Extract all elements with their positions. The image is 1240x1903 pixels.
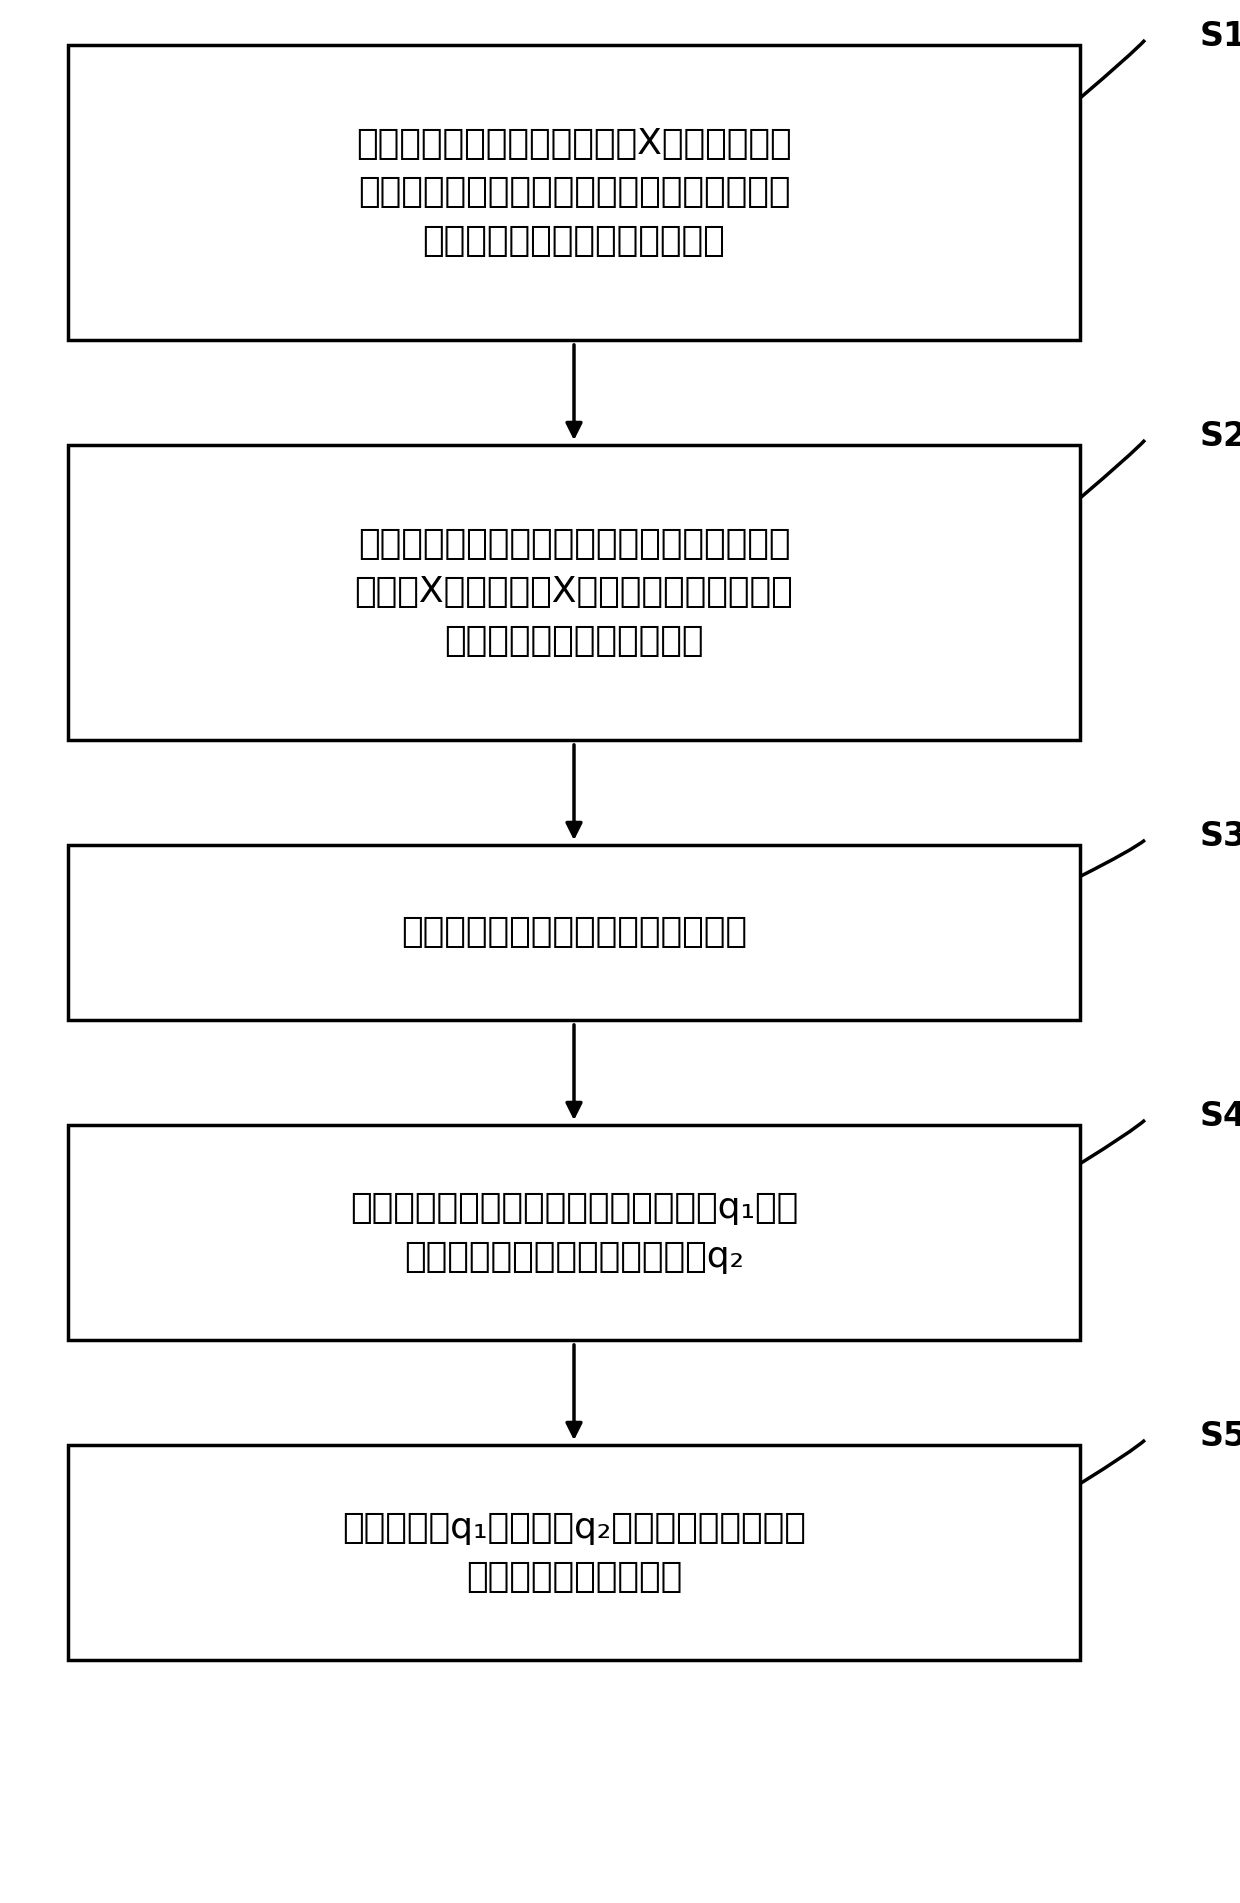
Text: S200: S200 — [1200, 421, 1240, 453]
Bar — [68, 445, 1080, 740]
Bar — [68, 46, 1080, 341]
Bar — [68, 1125, 1080, 1340]
Text: S400: S400 — [1200, 1100, 1240, 1134]
Bar — [68, 845, 1080, 1020]
Text: 在膝关节的三维模型中选取六个特征点，并分
别在左X线图像和右X线图像中提取六个特征
点对应的投影点的位置信息: 在膝关节的三维模型中选取六个特征点，并分 别在左X线图像和右X线图像中提取六个特… — [355, 527, 794, 658]
Text: 根据四元数q₁和四元数q₂计算得到膝关节姿态
角，确定膝关节的姿态: 根据四元数q₁和四元数q₂计算得到膝关节姿态 角，确定膝关节的姿态 — [342, 1511, 806, 1595]
Text: 计算股骨远端转换到投影姿态的四元数q₁和胫
骨近端转换到投影姿态的四元数q₂: 计算股骨远端转换到投影姿态的四元数q₁和胫 骨近端转换到投影姿态的四元数q₂ — [350, 1191, 799, 1273]
Text: S300: S300 — [1200, 820, 1240, 854]
Text: 建立膝关节的三维模型；获得X线成像系统的
空间位置参数，利用获得的空间位置参数在三
维建模软件中建立虚拟成像空间: 建立膝关节的三维模型；获得X线成像系统的 空间位置参数，利用获得的空间位置参数在… — [356, 128, 792, 259]
Text: S100: S100 — [1200, 21, 1240, 53]
Text: S500: S500 — [1200, 1420, 1240, 1454]
Bar — [68, 1444, 1080, 1659]
Text: 估计特征点在三维空间中的位置坐标: 估计特征点在三维空间中的位置坐标 — [401, 915, 746, 950]
